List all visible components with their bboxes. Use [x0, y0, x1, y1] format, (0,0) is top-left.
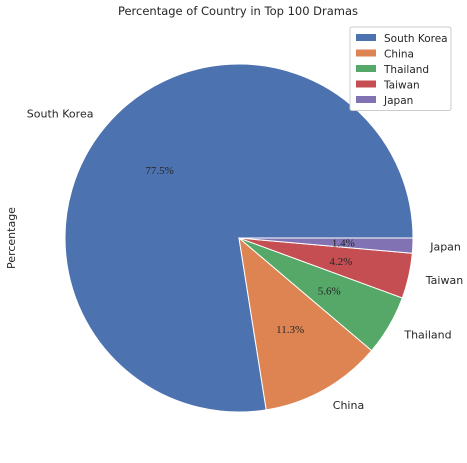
category-label-taiwan: Taiwan [425, 274, 463, 287]
legend-label-thailand: Thailand [383, 64, 429, 76]
category-label-china: China [333, 399, 364, 412]
legend-label-china: China [384, 49, 414, 61]
legend-label-south-korea: South Korea [384, 33, 448, 45]
pct-label-china: 11.3% [276, 324, 304, 336]
legend: South Korea China Thailand Taiwan Japan [349, 26, 452, 111]
slice-china [238, 236, 373, 411]
legend-swatch-south-korea [356, 34, 376, 41]
legend-swatch-china [356, 49, 376, 57]
category-label-thailand: Thailand [403, 328, 451, 341]
pct-label-taiwan: 4.2% [329, 256, 352, 268]
legend-label-japan: Japan [383, 95, 413, 107]
pie-slices [64, 63, 414, 413]
legend-label-taiwan: Taiwan [383, 80, 420, 92]
pie-labels: 77.5% South Korea 11.3% China 5.6% Thailand 4.… [27, 108, 463, 412]
pct-label-japan: 1.4% [332, 238, 355, 250]
y-axis-label: Percentage [5, 207, 18, 269]
pct-label-south-korea: 77.5% [145, 165, 173, 177]
legend-swatch-thailand [356, 65, 376, 72]
category-label-japan: Japan [429, 240, 461, 253]
chart-title: Percentage of Country in Top 100 Dramas [118, 4, 358, 18]
legend-frame [349, 26, 452, 111]
category-label-south-korea: South Korea [27, 108, 94, 121]
slice-japan [238, 237, 414, 254]
legend-swatch-japan [356, 96, 376, 103]
pct-label-thailand: 5.6% [318, 286, 341, 298]
legend-swatch-taiwan [356, 80, 376, 88]
